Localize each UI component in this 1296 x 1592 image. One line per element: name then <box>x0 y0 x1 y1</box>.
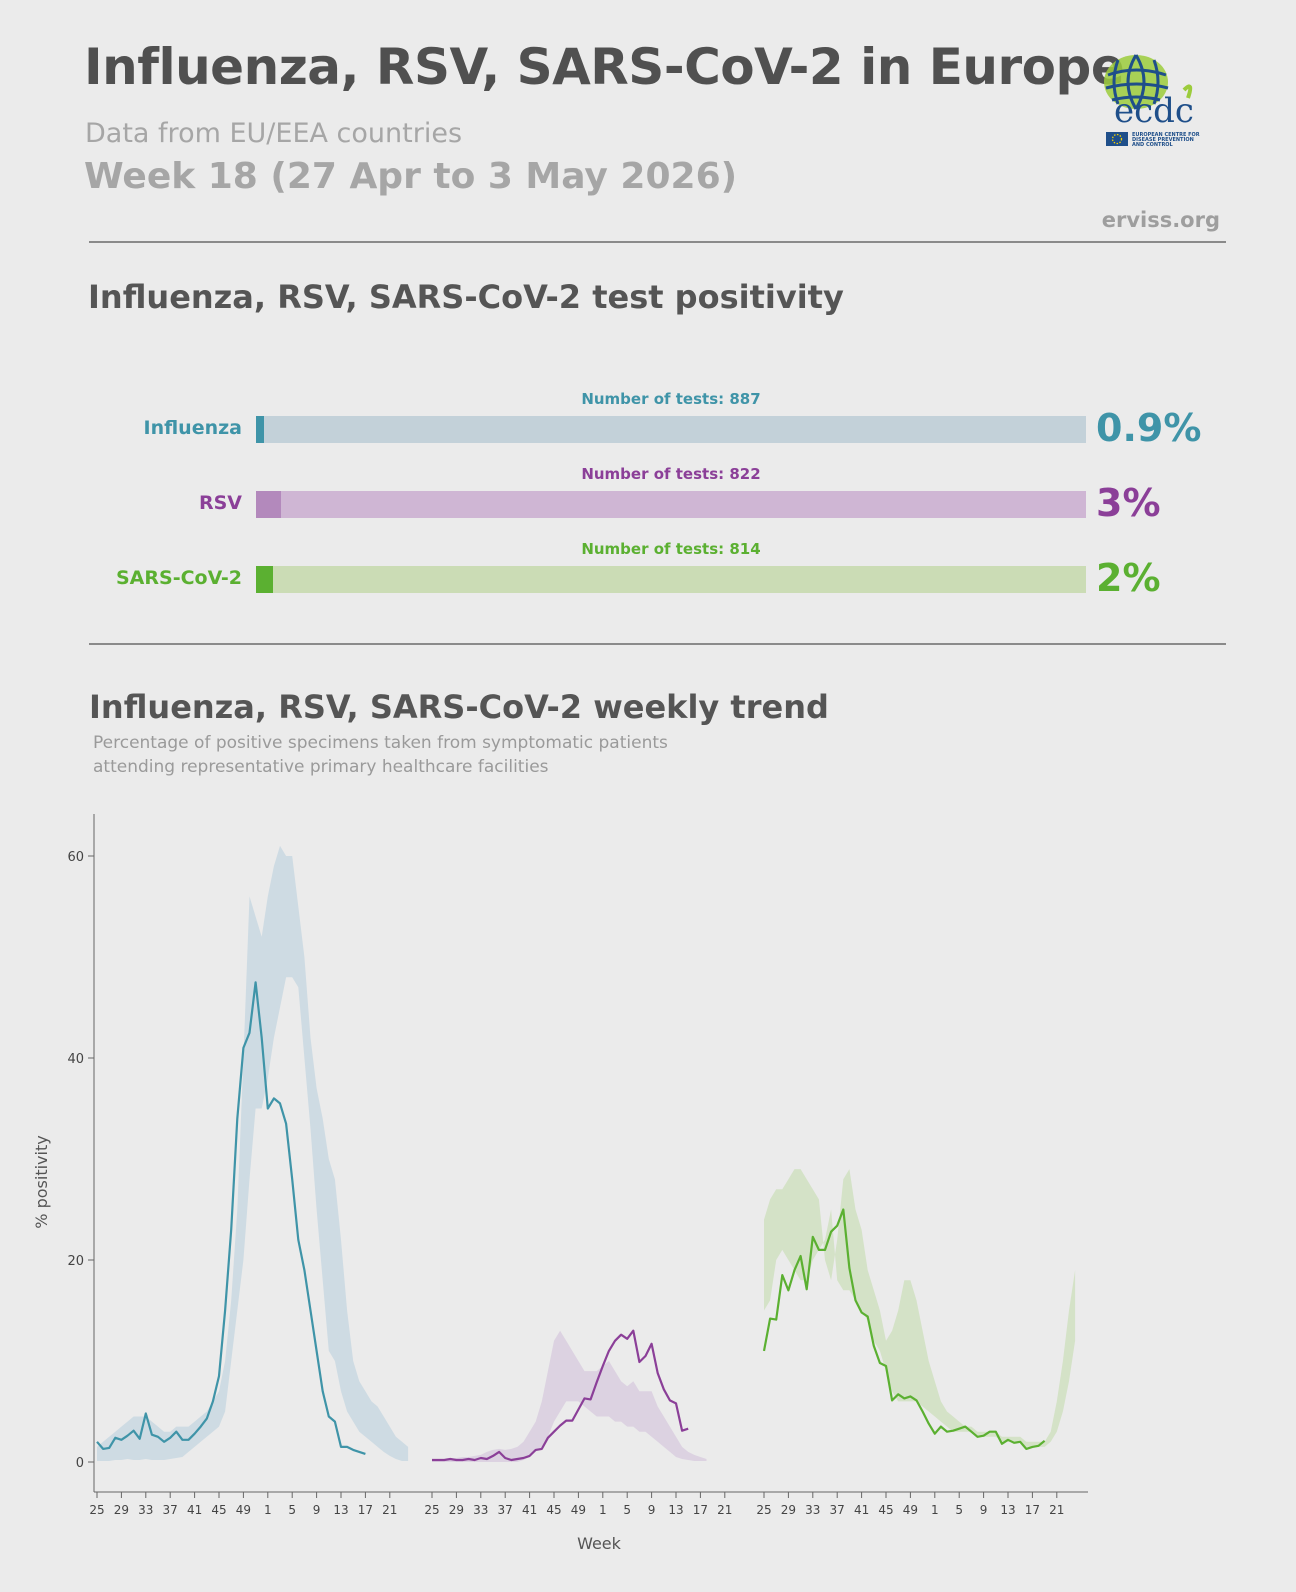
positivity-percent: 3% <box>1096 481 1161 525</box>
y-tick-label: 0 <box>76 1456 84 1471</box>
x-tick-label: 1 <box>599 1503 607 1517</box>
logo-wordmark: ecdc <box>1114 91 1194 131</box>
x-tick-label: 17 <box>1025 1503 1040 1517</box>
logo-subtext-2: DISEASE PREVENTION <box>1132 137 1194 143</box>
x-tick-label: 33 <box>138 1503 153 1517</box>
x-tick-label: 21 <box>382 1503 397 1517</box>
positivity-bar-track <box>256 491 1086 518</box>
page-title: Influenza, RSV, SARS-CoV-2 in Europe <box>84 38 1125 96</box>
tests-count-label: Number of tests: 814 <box>581 540 761 558</box>
weekly-trend-chart: 0 20 40 60 % positivity Week 25 29 33 37 41 45 49 1 5 9… <box>32 814 1088 1553</box>
x-tick-label: 29 <box>114 1503 129 1517</box>
x-tick-label: 13 <box>1000 1503 1015 1517</box>
x-tick-label: 37 <box>498 1503 513 1517</box>
positivity-section-title: Influenza, RSV, SARS-CoV-2 test positivi… <box>88 278 844 316</box>
historical-range-band <box>432 1330 707 1462</box>
y-tick-label: 20 <box>67 1254 84 1269</box>
y-tick-label: 40 <box>67 1052 84 1067</box>
x-tick-label: 13 <box>668 1503 683 1517</box>
x-tick-label: 41 <box>187 1503 202 1517</box>
logo-subtext-1: EUROPEAN CENTRE FOR <box>1132 132 1200 138</box>
x-tick-label: 29 <box>449 1503 464 1517</box>
positivity-percent: 2% <box>1096 556 1161 600</box>
trend-section-title: Influenza, RSV, SARS-CoV-2 weekly trend <box>89 688 829 726</box>
x-tick-label: 5 <box>955 1503 963 1517</box>
week-range: Week 18 (27 Apr to 3 May 2026) <box>84 156 738 197</box>
tests-count-label: Number of tests: 887 <box>581 390 761 408</box>
x-tick-label: 25 <box>89 1503 104 1517</box>
ecdc-logo: ecdc EUROPEAN CENTRE FOR DISEASE PREVENT… <box>1104 54 1200 148</box>
globe-icon <box>1104 54 1169 110</box>
trend-note-line2: attending representative primary healthc… <box>93 757 549 777</box>
x-tick-label: 1 <box>264 1503 272 1517</box>
x-tick-label: 21 <box>1049 1503 1064 1517</box>
positivity-bar-fill <box>256 491 281 518</box>
bar-label: RSV <box>198 492 242 514</box>
x-tick-label: 41 <box>854 1503 869 1517</box>
x-tick-label: 33 <box>473 1503 488 1517</box>
bar-label: SARS-CoV-2 <box>115 567 242 589</box>
x-tick-label: 33 <box>805 1503 820 1517</box>
x-tick-label: 29 <box>781 1503 796 1517</box>
x-tick-label: 5 <box>288 1503 296 1517</box>
x-tick-label: 9 <box>980 1503 988 1517</box>
x-tick-label: 5 <box>623 1503 631 1517</box>
positivity-bar-track <box>256 416 1086 443</box>
historical-range-band <box>764 1169 1076 1447</box>
x-tick-label: 37 <box>163 1503 178 1517</box>
series-line <box>96 981 366 1455</box>
positivity-percent: 0.9% <box>1096 406 1202 450</box>
x-tick-label: 9 <box>313 1503 321 1517</box>
x-axis-label: Week <box>577 1534 622 1553</box>
series-line <box>762 1208 1046 1451</box>
trend-note-line1: Percentage of positive specimens taken f… <box>93 733 668 753</box>
positivity-bar-track <box>256 566 1086 593</box>
x-tick-label: 21 <box>717 1503 732 1517</box>
x-tick-label: 37 <box>830 1503 845 1517</box>
x-tick-label: 45 <box>546 1503 561 1517</box>
x-tick-label: 49 <box>903 1503 918 1517</box>
y-axis-label: % positivity <box>32 1135 51 1228</box>
tests-count-label: Number of tests: 822 <box>581 465 761 483</box>
logo-subtext-3: AND CONTROL <box>1132 142 1174 148</box>
bar-label: Influenza <box>143 417 243 439</box>
eu-flag-icon <box>1106 132 1128 146</box>
x-tick-label: 41 <box>522 1503 537 1517</box>
x-tick-label: 49 <box>571 1503 586 1517</box>
divider <box>89 241 1226 243</box>
x-tick-label: 1 <box>931 1503 939 1517</box>
x-tick-label: 17 <box>358 1503 373 1517</box>
historical-range-band <box>97 845 409 1461</box>
site-link[interactable]: erviss.org <box>1101 208 1220 232</box>
series-line <box>432 1329 689 1462</box>
positivity-bar-fill <box>256 566 273 593</box>
x-tick-label: 45 <box>878 1503 893 1517</box>
divider <box>89 643 1226 645</box>
x-tick-label: 49 <box>236 1503 251 1517</box>
page-subtitle: Data from EU/EEA countries <box>85 118 463 149</box>
x-tick-label: 45 <box>211 1503 226 1517</box>
x-tick-label: 9 <box>648 1503 656 1517</box>
y-tick-label: 60 <box>67 850 84 865</box>
x-tick-label: 25 <box>424 1503 439 1517</box>
x-tick-label: 13 <box>333 1503 348 1517</box>
x-tick-label: 17 <box>693 1503 708 1517</box>
x-tick-label: 25 <box>756 1503 771 1517</box>
positivity-bar-fill <box>256 416 264 443</box>
